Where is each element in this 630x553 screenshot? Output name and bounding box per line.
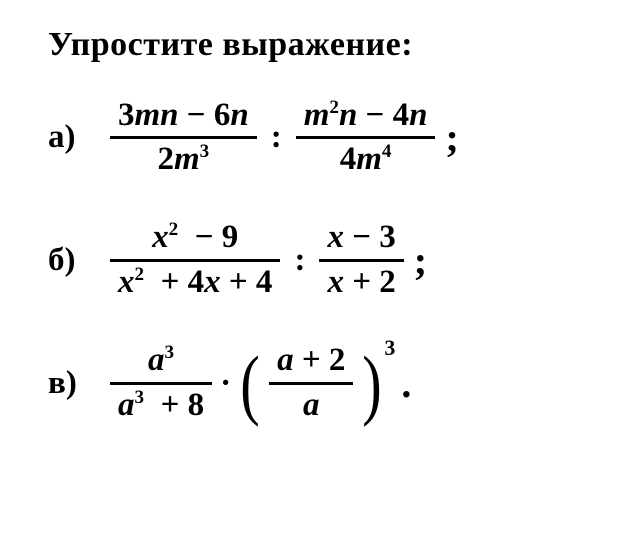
problem-a-frac1-den: 2m3 [149,139,217,181]
problem-c-frac1-num: a3 [140,340,182,382]
division-operator: : [271,117,282,158]
problem-c-paren-den: a [295,385,328,427]
problem-b-label: б) [48,240,92,281]
multiplication-operator: · [220,363,231,404]
problem-c-expression: a3 a3 + 8 · ( a + 2 a ) 3 . [106,340,411,427]
problem-b: б) x2 − 9 x2 + 4x + 4 : x − 3 x + 2 ; [48,217,600,304]
problem-c-terminator: . [401,359,411,409]
problem-b-frac1-num: x2 − 9 [144,217,246,259]
problem-a-label: а) [48,117,92,158]
problem-c-paren-frac: a + 2 a [269,340,353,427]
problem-c-frac1-den: a3 + 8 [110,385,212,427]
problem-b-frac2: x − 3 x + 2 [319,217,403,304]
problem-c-paren-num: a + 2 [269,340,353,382]
problem-a-expression: 3mn − 6n 2m3 : m2n − 4n 4m4 ; [106,95,459,182]
problem-a-frac2: m2n − 4n 4m4 [296,95,436,182]
page-title: Упростите выражение: [48,24,600,67]
problem-a-frac2-den: 4m4 [332,139,400,181]
problem-b-frac1: x2 − 9 x2 + 4x + 4 [110,217,280,304]
right-paren: ) [363,351,382,417]
problem-a-terminator: ; [445,113,458,163]
problem-b-frac2-num: x − 3 [319,217,403,259]
problem-a-frac1: 3mn − 6n 2m3 [110,95,257,182]
problem-c-label: в) [48,363,92,404]
problem-c-frac1: a3 a3 + 8 [110,340,212,427]
division-operator: : [294,240,305,281]
problem-b-terminator: ; [414,236,427,286]
problem-b-frac2-den: x + 2 [319,262,403,304]
problem-a-frac1-num: 3mn − 6n [110,95,257,137]
problem-a-frac2-num: m2n − 4n [296,95,436,137]
problem-b-expression: x2 − 9 x2 + 4x + 4 : x − 3 x + 2 ; [106,217,427,304]
problem-c: в) a3 a3 + 8 · ( a + 2 a ) 3 . [48,340,600,427]
left-paren: ( [240,351,259,417]
problem-b-frac1-den: x2 + 4x + 4 [110,262,280,304]
problem-c-paren-exponent: 3 [384,334,395,362]
problem-a: а) 3mn − 6n 2m3 : m2n − 4n 4m4 ; [48,95,600,182]
problem-c-paren-group: ( a + 2 a ) 3 [235,340,395,427]
